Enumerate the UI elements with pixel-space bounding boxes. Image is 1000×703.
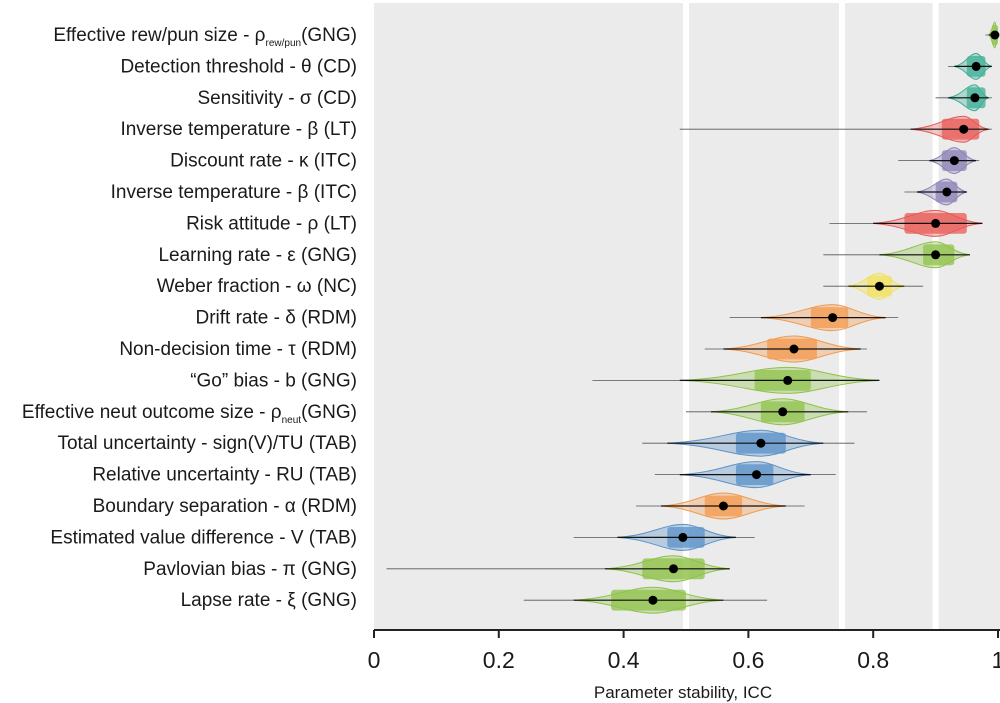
median-point (756, 438, 766, 448)
violin-0 (985, 21, 1000, 49)
median-point (778, 407, 788, 417)
param-label: Pavlovian bias - π (GNG) (143, 559, 357, 580)
param-label: Weber fraction - ω (NC) (157, 276, 357, 297)
band-separator (932, 3, 939, 630)
param-label-main: Discount rate - κ (ITC) (170, 151, 357, 172)
violin-18 (523, 586, 768, 614)
param-label: Inverse temperature - β (LT) (120, 119, 357, 140)
median-point (931, 218, 941, 228)
param-label-main: Estimated value difference - V (TAB) (50, 527, 357, 548)
param-label-subscript: rew/pun (265, 38, 301, 49)
violin-11 (592, 366, 880, 394)
param-label: Detection threshold - θ (CD) (120, 56, 357, 77)
param-label: Relative uncertainty - RU (TAB) (92, 465, 357, 486)
x-tick-label: 0 (368, 647, 381, 673)
param-label: Estimated value difference - V (TAB) (50, 527, 357, 548)
param-label-main: Non-decision time - τ (RDM) (119, 339, 357, 360)
x-axis-label: Parameter stability, ICC (594, 683, 772, 702)
param-label: Risk attitude - ρ (LT) (186, 213, 357, 234)
band-separator (683, 3, 689, 630)
param-label: Effective neut outcome size - ρneut(GNG) (22, 402, 357, 426)
median-point (959, 124, 969, 134)
violin-9 (729, 304, 899, 332)
param-label-main: Pavlovian bias - π (GNG) (143, 559, 357, 580)
plot-background (374, 3, 1000, 630)
param-label: Sensitivity - σ (CD) (197, 88, 357, 109)
median-point (752, 470, 762, 480)
violin-6 (829, 209, 983, 237)
param-label-main: Detection threshold - θ (CD) (120, 56, 357, 77)
param-label-suffix: (GNG) (301, 25, 357, 46)
param-label: Learning rate - ε (GNG) (158, 245, 357, 266)
violin-15 (636, 492, 805, 520)
violin-17 (386, 555, 730, 583)
violin-8 (823, 272, 924, 300)
median-point (828, 313, 838, 323)
violin-2 (935, 84, 992, 112)
violin-3 (679, 115, 992, 143)
median-point (678, 532, 688, 542)
median-point (931, 250, 941, 260)
param-label-main: Boundary separation - α (RDM) (93, 496, 357, 517)
param-label-main: Inverse temperature - β (LT) (120, 119, 357, 140)
param-label-suffix: (GNG) (301, 402, 357, 423)
param-label-main: Learning rate - ε (GNG) (158, 245, 357, 266)
median-point (789, 344, 799, 354)
x-axis: 0 0.2 0.4 0.6 0.8 1 (368, 629, 1000, 673)
median-point (990, 30, 1000, 40)
median-point (669, 564, 679, 574)
median-point (971, 61, 981, 71)
param-label: Drift rate - δ (RDM) (195, 308, 357, 329)
param-label-main: Drift rate - δ (RDM) (195, 308, 357, 329)
param-label-main: Effective rew/pun size - ρ (53, 25, 265, 46)
param-label-main: Weber fraction - ω (NC) (157, 276, 357, 297)
param-label-subscript: neut (282, 415, 302, 426)
violin-7 (823, 241, 970, 269)
violin-layer (386, 21, 1000, 614)
median-point (970, 93, 980, 103)
param-label-main: Lapse rate - ξ (GNG) (181, 590, 357, 611)
parameter-labels: Effective rew/pun size - ρrew/pun(GNG)De… (22, 25, 357, 611)
param-label: “Go” bias - b (GNG) (190, 370, 357, 391)
x-tick-label: 0.2 (483, 647, 515, 673)
param-label: Total uncertainty - sign(V)/TU (TAB) (57, 433, 357, 454)
violin-10 (704, 335, 867, 363)
x-tick-label: 0.6 (732, 647, 764, 673)
param-label: Inverse temperature - β (ITC) (111, 182, 357, 203)
param-label: Discount rate - κ (ITC) (170, 151, 357, 172)
violin-4 (898, 147, 980, 175)
param-label-main: “Go” bias - b (GNG) (190, 370, 357, 391)
median-point (648, 595, 658, 605)
param-label-main: Sensitivity - σ (CD) (197, 88, 357, 109)
violin-13 (642, 429, 855, 457)
param-label-main: Effective neut outcome size - ρ (22, 402, 282, 423)
x-tick-label: 0.8 (857, 647, 889, 673)
median-point (949, 156, 959, 166)
param-label-main: Relative uncertainty - RU (TAB) (92, 465, 357, 486)
violin-16 (573, 523, 755, 551)
x-tick-label: 0.4 (608, 647, 640, 673)
median-point (718, 501, 728, 511)
param-label-main: Inverse temperature - β (ITC) (111, 182, 357, 203)
violin-14 (654, 461, 836, 489)
median-point (783, 375, 793, 385)
param-label: Non-decision time - τ (RDM) (119, 339, 357, 360)
violin-12 (686, 398, 867, 426)
param-label-main: Total uncertainty - sign(V)/TU (TAB) (57, 433, 357, 454)
x-tick-label: 1 (992, 647, 1000, 673)
violin-1 (948, 52, 992, 80)
median-point (942, 187, 952, 197)
violin-5 (904, 178, 967, 206)
param-label: Lapse rate - ξ (GNG) (181, 590, 357, 611)
median-point (874, 281, 884, 291)
param-label-main: Risk attitude - ρ (LT) (186, 213, 357, 234)
param-label: Effective rew/pun size - ρrew/pun(GNG) (53, 25, 357, 49)
param-label: Boundary separation - α (RDM) (93, 496, 357, 517)
